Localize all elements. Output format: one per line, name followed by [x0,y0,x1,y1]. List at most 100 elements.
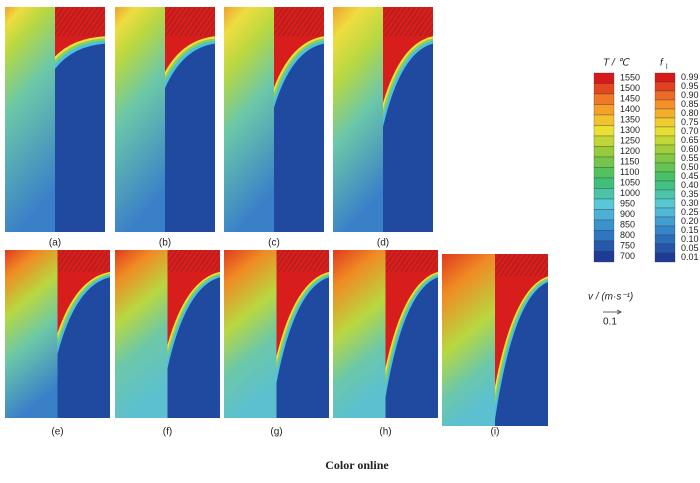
colorbar-cell [654,180,676,191]
colorbar-cell [654,108,676,119]
contour-panel [333,250,438,418]
contour-panel [224,250,329,418]
colorbar-cell [654,171,676,182]
colorbar-cell [593,198,615,210]
colorbar-cell [593,188,615,200]
colorbar-cell [593,240,615,252]
colorbar-cell [593,104,615,116]
colorbar-label: 0.05 [681,243,699,253]
colorbar-label: 0.35 [681,189,699,199]
legend-title: f [660,58,664,69]
colorbar-cell [593,93,615,105]
velocity-vectors [495,254,548,277]
colorbar-label: 0.25 [681,207,699,217]
colorbar-label: 1000 [620,188,640,198]
colorbar-label: 0.40 [681,180,699,190]
left-field [333,7,383,232]
colorbar-cell [593,209,615,221]
colorbar-cell [654,117,676,128]
left-field [115,7,165,232]
panel-label: (b) [159,238,171,249]
colorbar-label: 1200 [620,146,640,156]
colorbar-cell [593,125,615,137]
velocity-vectors [383,7,433,37]
colorbar-label: 0.75 [681,117,699,127]
colorbar-cell [654,216,676,227]
colorbar-label: 1300 [620,125,640,135]
left-field [5,7,55,232]
colorbar-cell [654,162,676,173]
colorbar-cell [654,90,676,101]
colorbar-label: 900 [620,209,635,219]
colorbar-label: 0.50 [681,162,699,172]
colorbar-label: 0.10 [681,234,699,244]
colorbar-label: 0.45 [681,171,699,181]
colorbar-cell [593,156,615,168]
colorbar-label: 950 [620,199,635,209]
velocity-vectors [57,250,110,272]
colorbar-label: 0.90 [681,90,699,100]
velocity-vectors [276,250,329,272]
velocity-vectors [167,250,220,272]
colorbar-label: 1100 [620,167,639,177]
colorbar-cell [654,126,676,137]
left-field [224,7,274,232]
colorbar-label: 700 [620,251,635,261]
left-field [333,250,386,418]
colorbar-label: 0.01 [681,252,699,262]
colorbar-cell [654,99,676,110]
colorbar-label: 0.60 [681,144,699,154]
contour-panel [333,7,433,232]
velocity-vectors [165,7,215,37]
contour-panel [5,250,110,418]
panel-label: (a) [49,238,61,249]
contour-panel [442,254,548,426]
panel-label: (g) [270,427,282,438]
colorbar-cell [593,219,615,231]
colorbar-cell [593,135,615,147]
melt-zone [495,254,548,387]
colorbar-label: 0.30 [681,198,699,208]
colorbar-label: 1550 [620,73,640,83]
colorbar-label: 1450 [620,94,640,104]
panel-label: (e) [51,427,63,438]
colorbar-label: 1350 [620,115,640,125]
colorbar-label: 750 [620,241,635,251]
colorbar-cell [593,72,615,84]
panel-label: (h) [379,427,391,438]
colorbar-label: 0.65 [681,135,699,145]
velocity-arrowhead [616,309,622,315]
colorbar-cell [654,234,676,245]
colorbar-label: 1150 [620,157,639,167]
melt-zone [385,250,438,368]
colorbar-label: 0.95 [681,81,699,91]
colorbar-cell [593,114,615,126]
colorbar-label: 1400 [620,104,640,114]
contour-panel [5,7,105,232]
colorbar-cell [654,252,676,263]
colorbar-cell [593,83,615,95]
left-field [5,250,58,418]
legend-scale: 0.1 [603,317,617,328]
colorbar-cell [593,251,615,263]
colorbar-cell [654,225,676,236]
contour-panel [115,7,215,232]
colorbar-label: 1050 [620,178,640,188]
colorbar-cell [654,144,676,155]
colorbar-cell [654,189,676,200]
left-field [115,250,168,418]
colorbar-cell [593,230,615,242]
velocity-vectors [385,250,438,272]
colorbar-cell [654,72,676,83]
colorbar-cell [654,81,676,92]
colorbar-label: 800 [620,230,635,240]
velocity-vectors [55,7,105,37]
colorbar-cell [654,243,676,254]
colorbar-cell [654,207,676,218]
left-field [224,250,277,418]
contour-panel [115,250,220,418]
colorbar-label: 0.99 [681,72,699,82]
panel-label: (c) [268,238,280,249]
colorbar-cell [593,177,615,189]
